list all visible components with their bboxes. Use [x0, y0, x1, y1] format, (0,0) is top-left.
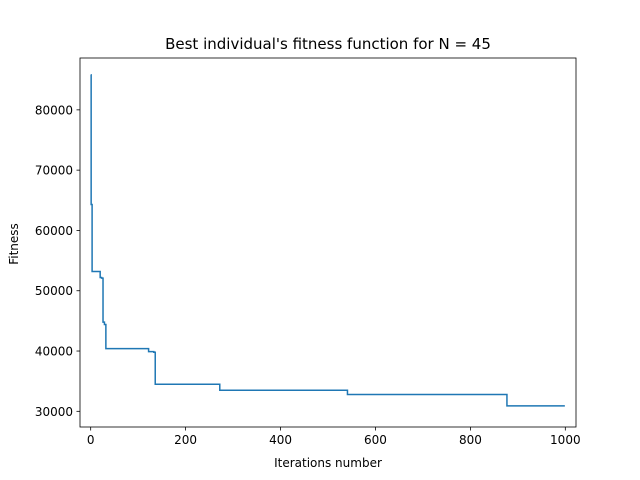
axes-frame	[79, 57, 577, 428]
y-tick-label: 80000	[35, 103, 73, 117]
y-tick-label: 40000	[35, 345, 73, 359]
y-axis-label: Fitness	[7, 223, 21, 265]
y-tick-label: 60000	[35, 224, 73, 238]
x-tick-label: 400	[269, 433, 292, 447]
x-axis-label: Iterations number	[274, 456, 382, 470]
series-line-0	[90, 74, 565, 407]
x-tick-label: 200	[174, 433, 197, 447]
plot-area: 0 200 400 600 800 1000 30000 40000 50000 60000 700…	[35, 57, 581, 447]
x-tick-label: 1000	[550, 433, 581, 447]
y-tick-label: 70000	[35, 164, 73, 178]
x-tick-label: 600	[364, 433, 387, 447]
y-tick-label: 30000	[35, 405, 73, 419]
y-tick-label: 50000	[35, 284, 73, 298]
chart-title: Best individual's fitness function for N…	[165, 35, 491, 53]
x-tick-label: 800	[459, 433, 482, 447]
x-tick-label: 0	[87, 433, 95, 447]
